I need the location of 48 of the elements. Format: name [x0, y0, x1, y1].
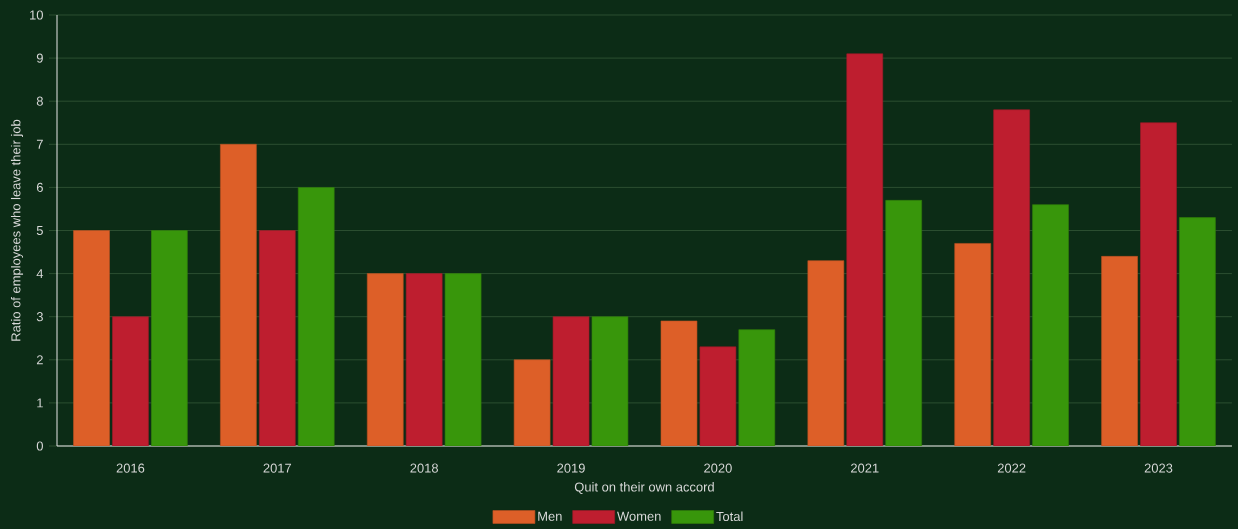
bar — [552, 316, 590, 446]
y-tick-label: 9 — [36, 53, 43, 63]
y-tick-label: 8 — [36, 96, 43, 106]
bar — [591, 316, 629, 446]
x-tick-label: 2020 — [704, 463, 732, 473]
bar — [738, 329, 776, 446]
x-tick-label: 2016 — [116, 463, 145, 473]
legend-label: Men — [538, 511, 562, 521]
y-axis-title: Ratio of employees who leave their job — [10, 119, 24, 341]
bar — [1140, 122, 1177, 446]
bar — [259, 230, 296, 446]
bar — [1032, 204, 1069, 446]
y-tick-label: 10 — [30, 10, 43, 20]
y-tick-label: 3 — [36, 312, 43, 322]
bar — [513, 359, 551, 446]
x-axis-title: Quit on their own accord — [574, 482, 714, 494]
y-tick-label: 4 — [36, 269, 44, 279]
bar — [73, 230, 110, 446]
x-tick-label: 2019 — [557, 463, 585, 473]
bar — [297, 187, 335, 446]
bar — [112, 316, 149, 446]
bar — [405, 273, 443, 446]
y-tick-label: 2 — [36, 355, 43, 365]
bar — [444, 273, 482, 446]
bar — [660, 320, 698, 446]
legend-label: Total — [716, 511, 743, 522]
x-tick-label: 2022 — [997, 463, 1026, 473]
bar — [807, 260, 845, 446]
y-tick-label: 5 — [36, 225, 43, 236]
y-tick-label: 1 — [37, 398, 43, 408]
x-tick-label: 2018 — [410, 463, 438, 473]
legend-label: Women — [617, 511, 661, 521]
x-tick-label: 2023 — [1144, 463, 1173, 473]
bar — [366, 273, 404, 446]
bar — [220, 144, 257, 446]
x-tick-label: 2021 — [851, 463, 879, 473]
y-tick-label: 0 — [36, 441, 43, 451]
bar — [954, 243, 991, 446]
y-tick-label: 7 — [36, 139, 43, 149]
x-tick-label: 2017 — [263, 463, 292, 473]
bar — [1101, 256, 1138, 446]
bar — [846, 53, 884, 446]
bar — [699, 346, 737, 446]
bar — [151, 230, 188, 446]
bar — [1179, 217, 1216, 446]
y-tick-label: 6 — [36, 182, 43, 192]
bar — [885, 200, 922, 446]
bar — [993, 109, 1030, 446]
